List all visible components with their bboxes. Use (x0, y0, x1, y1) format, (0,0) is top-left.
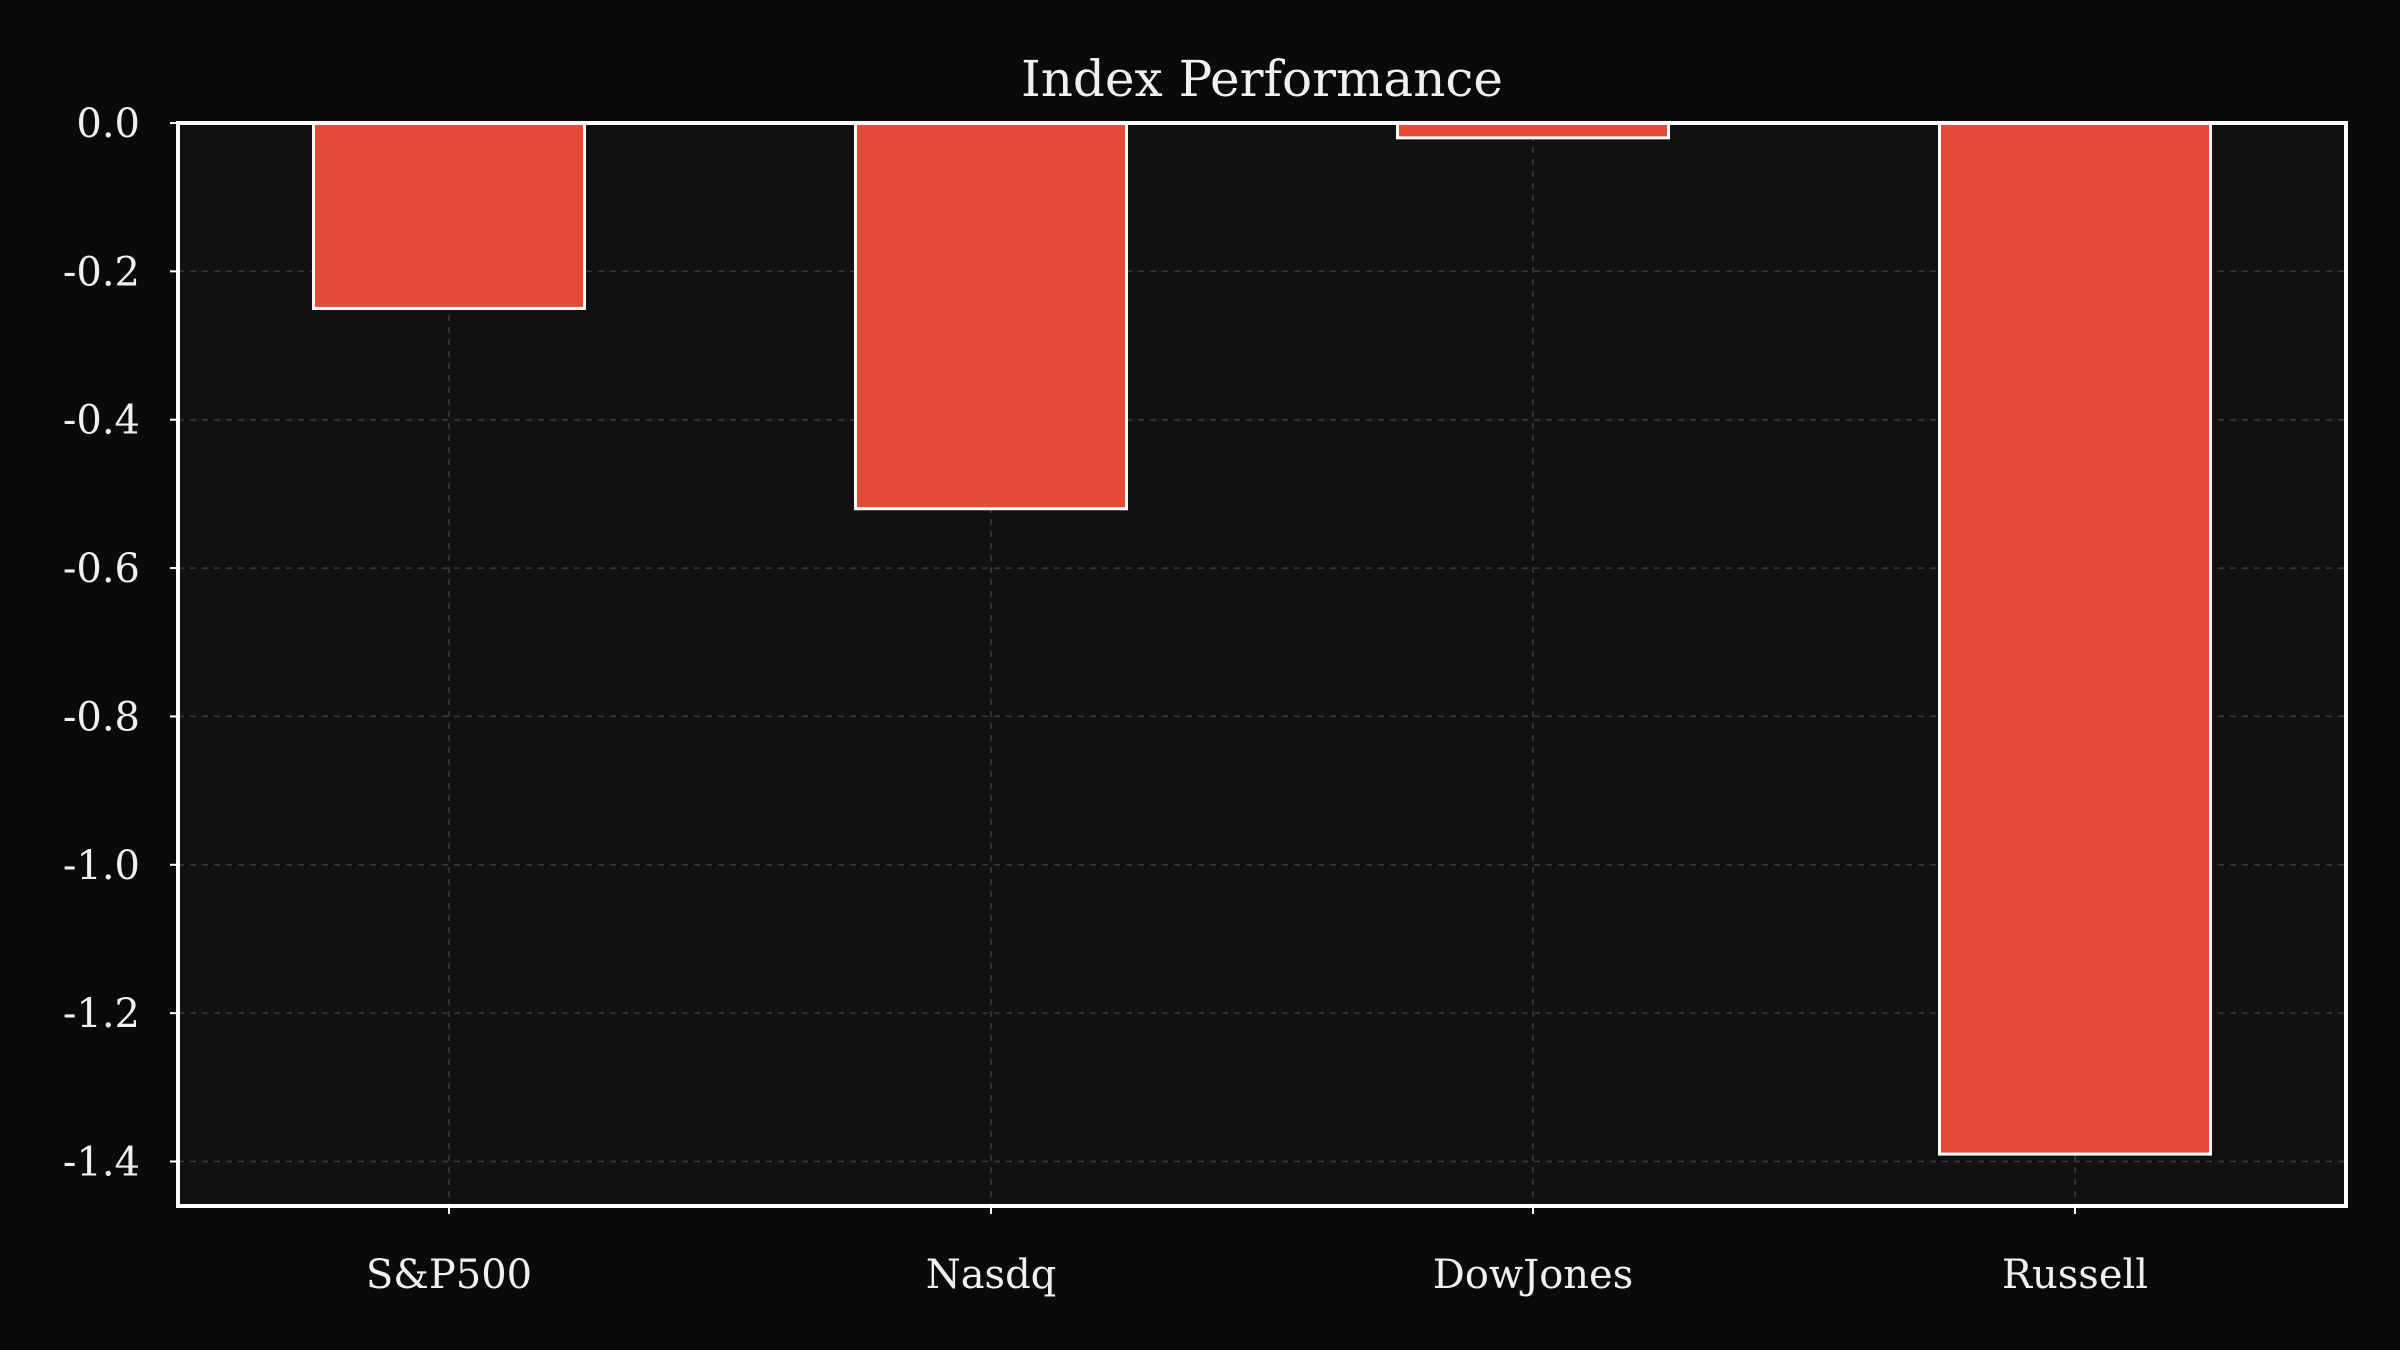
x-tick-label: DowJones (1433, 1252, 1633, 1298)
bars (312, 121, 2212, 1156)
y-tick-label: -1.4 (63, 1139, 140, 1185)
bar-nasdq (854, 121, 1128, 511)
y-tick-label: 0.0 (76, 101, 140, 147)
bar-s-p500 (312, 121, 586, 310)
x-tick-label: Nasdq (926, 1252, 1057, 1298)
y-tick-label: -1.2 (63, 991, 140, 1037)
y-tick-label: -1.0 (63, 843, 140, 889)
y-tick-label: -0.8 (63, 694, 140, 740)
x-axis-ticks: S&P500 Nasdq DowJones Russell (366, 1206, 2148, 1298)
plot-frame (176, 121, 2348, 1208)
x-tick-label: Russell (2002, 1252, 2148, 1298)
bar-russell (1938, 121, 2212, 1156)
x-tick-label: S&P500 (366, 1252, 532, 1298)
chart-title: Index Performance (1021, 50, 1503, 108)
y-tick-label: -0.4 (63, 398, 140, 444)
y-tick-label: -0.2 (63, 249, 140, 295)
y-tick-label: -0.6 (63, 546, 140, 592)
bar-dowjones (1396, 121, 1670, 140)
y-axis-ticks: 0.0 -0.2 -0.4 -0.6 -0.8 -1.0 -1.2 -1.4 (63, 101, 178, 1185)
